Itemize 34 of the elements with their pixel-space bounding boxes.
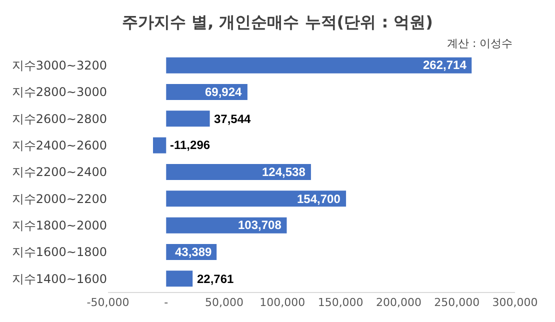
bar [166, 164, 311, 180]
y-tick-label: 지수3000~3200 [12, 58, 107, 73]
y-tick-label: 지수1600~1800 [12, 245, 107, 260]
x-tick-label: 300,000 [492, 296, 538, 310]
bar [166, 110, 210, 127]
x-tick-label: - [164, 296, 168, 310]
bar [166, 57, 472, 74]
x-tick-label: 50,000 [205, 296, 244, 310]
bar [153, 137, 166, 154]
data-label: 69,924 [205, 85, 242, 99]
x-tick-label: 250,000 [434, 296, 480, 310]
x-tick-label: 150,000 [318, 296, 364, 310]
y-tick-label: 지수1400~1600 [12, 272, 107, 286]
bar [166, 270, 193, 287]
y-tick-label: 지수2800~3000 [12, 85, 107, 100]
y-tick-label: 지수2600~2800 [12, 112, 107, 126]
data-label: 43,389 [175, 245, 212, 259]
y-tick-label: 지수2000~2200 [12, 192, 107, 206]
bar [166, 190, 346, 207]
y-tick-label: 지수2200~2400 [12, 165, 107, 180]
data-label: 103,708 [238, 218, 282, 232]
data-label: 154,700 [297, 192, 341, 206]
x-tick-label: -50,000 [86, 296, 130, 310]
data-label: 37,544 [214, 112, 252, 126]
chart-title: 주가지수 별, 개인순매수 누적(단위 : 억원) [122, 12, 433, 32]
y-tick-label: 지수2400~2600 [12, 138, 107, 153]
data-label: 262,714 [423, 58, 467, 72]
y-tick-label: 지수1800~2000 [12, 218, 107, 233]
data-label: -11,296 [170, 138, 210, 152]
x-tick-label: 200,000 [376, 296, 422, 310]
data-label: 22,761 [197, 272, 234, 286]
data-label: 124,538 [262, 165, 306, 179]
text: 계산 : 이성수 [447, 37, 513, 50]
x-tick-label: 100,000 [260, 296, 306, 310]
